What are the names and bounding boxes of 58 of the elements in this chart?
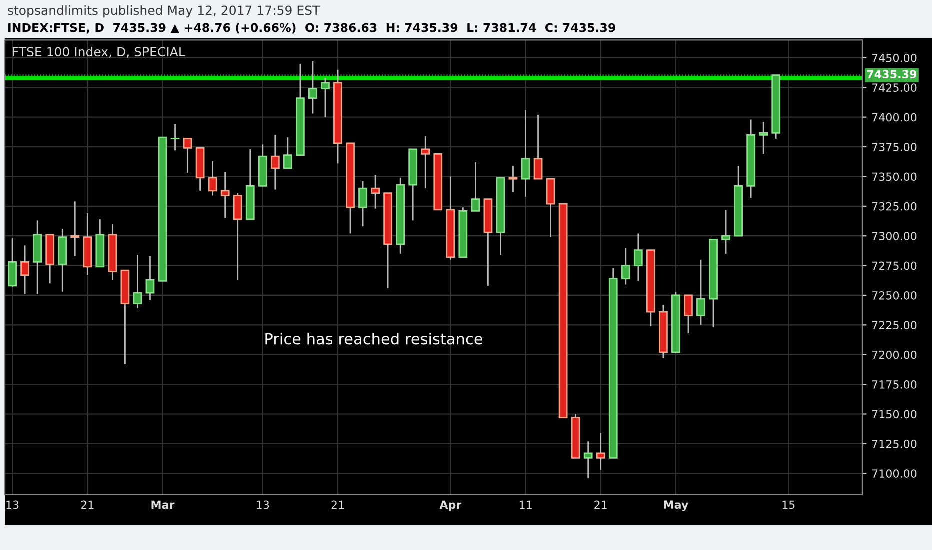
- ref-line-label: 7435.39: [867, 70, 917, 79]
- candlestick: [170, 124, 180, 152]
- x-tick-label: 21: [81, 500, 94, 509]
- candlestick: [621, 247, 630, 286]
- candlestick: [233, 192, 242, 281]
- y-tick-label: 7350.00: [872, 172, 917, 182]
- y-tick-label: 7450.00: [872, 54, 917, 62]
- candlestick: [634, 233, 643, 282]
- y-tick-label: 7250.00: [872, 291, 917, 300]
- candlestick: [684, 294, 693, 334]
- x-tick-label: 21: [332, 500, 344, 509]
- candlestick: [220, 171, 230, 219]
- candlestick: [321, 77, 330, 118]
- candlestick: [508, 165, 518, 193]
- x-tick-label: Mar: [152, 500, 175, 510]
- candlestick: [471, 162, 480, 212]
- candlestick: [20, 244, 30, 295]
- candlestick: [521, 110, 530, 198]
- candlestick: [371, 174, 380, 210]
- candlestick: [133, 254, 142, 310]
- annotation: Price has reached resistance: [266, 332, 482, 345]
- candlestick: [8, 238, 17, 288]
- y-tick-label: 7375.00: [872, 143, 917, 152]
- candlestick: [722, 209, 730, 255]
- x-tick-label: 15: [782, 500, 795, 510]
- x-tick-label: 21: [594, 500, 607, 509]
- candlestick: [183, 138, 192, 174]
- candlestick: [358, 180, 368, 228]
- candlestick: [759, 121, 768, 155]
- x-tick-label: Apr: [440, 500, 462, 512]
- candlestick: [208, 160, 218, 196]
- y-tick-label: 7150.00: [872, 410, 917, 419]
- x-tick-label: 13: [257, 500, 270, 510]
- y-tick-label: 7100.00: [872, 470, 917, 478]
- candlestick: [270, 134, 280, 190]
- text: stopsandlimits published May 12, 2017 17:59 EST: [8, 6, 320, 18]
- candlestick: [70, 200, 80, 257]
- candlestick: [534, 114, 543, 180]
- x-tick-label: 11: [520, 500, 532, 509]
- candlestick: [696, 259, 706, 326]
- x-tick-label: May: [664, 500, 688, 512]
- y-tick-label: 7175.00: [872, 380, 917, 389]
- y-tick-label: 7400.00: [872, 113, 917, 122]
- text: INDEX:FTSE, D 7435.39 ▲ +48.76 (+0.66%) O: 7386.63 H: 7435.39 L: 7381.74 C: 7435.39: [8, 23, 616, 34]
- x-tick-label: 13: [6, 500, 19, 510]
- y-tick-label: 7425.00: [872, 84, 917, 92]
- chart-title: FTSE 100 Index, D, SPECIAL: [13, 46, 186, 58]
- y-tick-label: 7225.00: [872, 321, 917, 330]
- y-tick-label: 7275.00: [872, 262, 917, 270]
- candlestick: [421, 136, 430, 190]
- candlestick: [596, 432, 606, 471]
- candlestick: [283, 136, 292, 170]
- y-tick-label: 7125.00: [872, 440, 917, 448]
- candlestick: [584, 440, 593, 480]
- y-tick-label: 7325.00: [872, 202, 917, 211]
- y-tick-label: 7200.00: [872, 350, 917, 360]
- candlestick: [146, 256, 155, 301]
- y-tick-label: 7300.00: [872, 232, 917, 240]
